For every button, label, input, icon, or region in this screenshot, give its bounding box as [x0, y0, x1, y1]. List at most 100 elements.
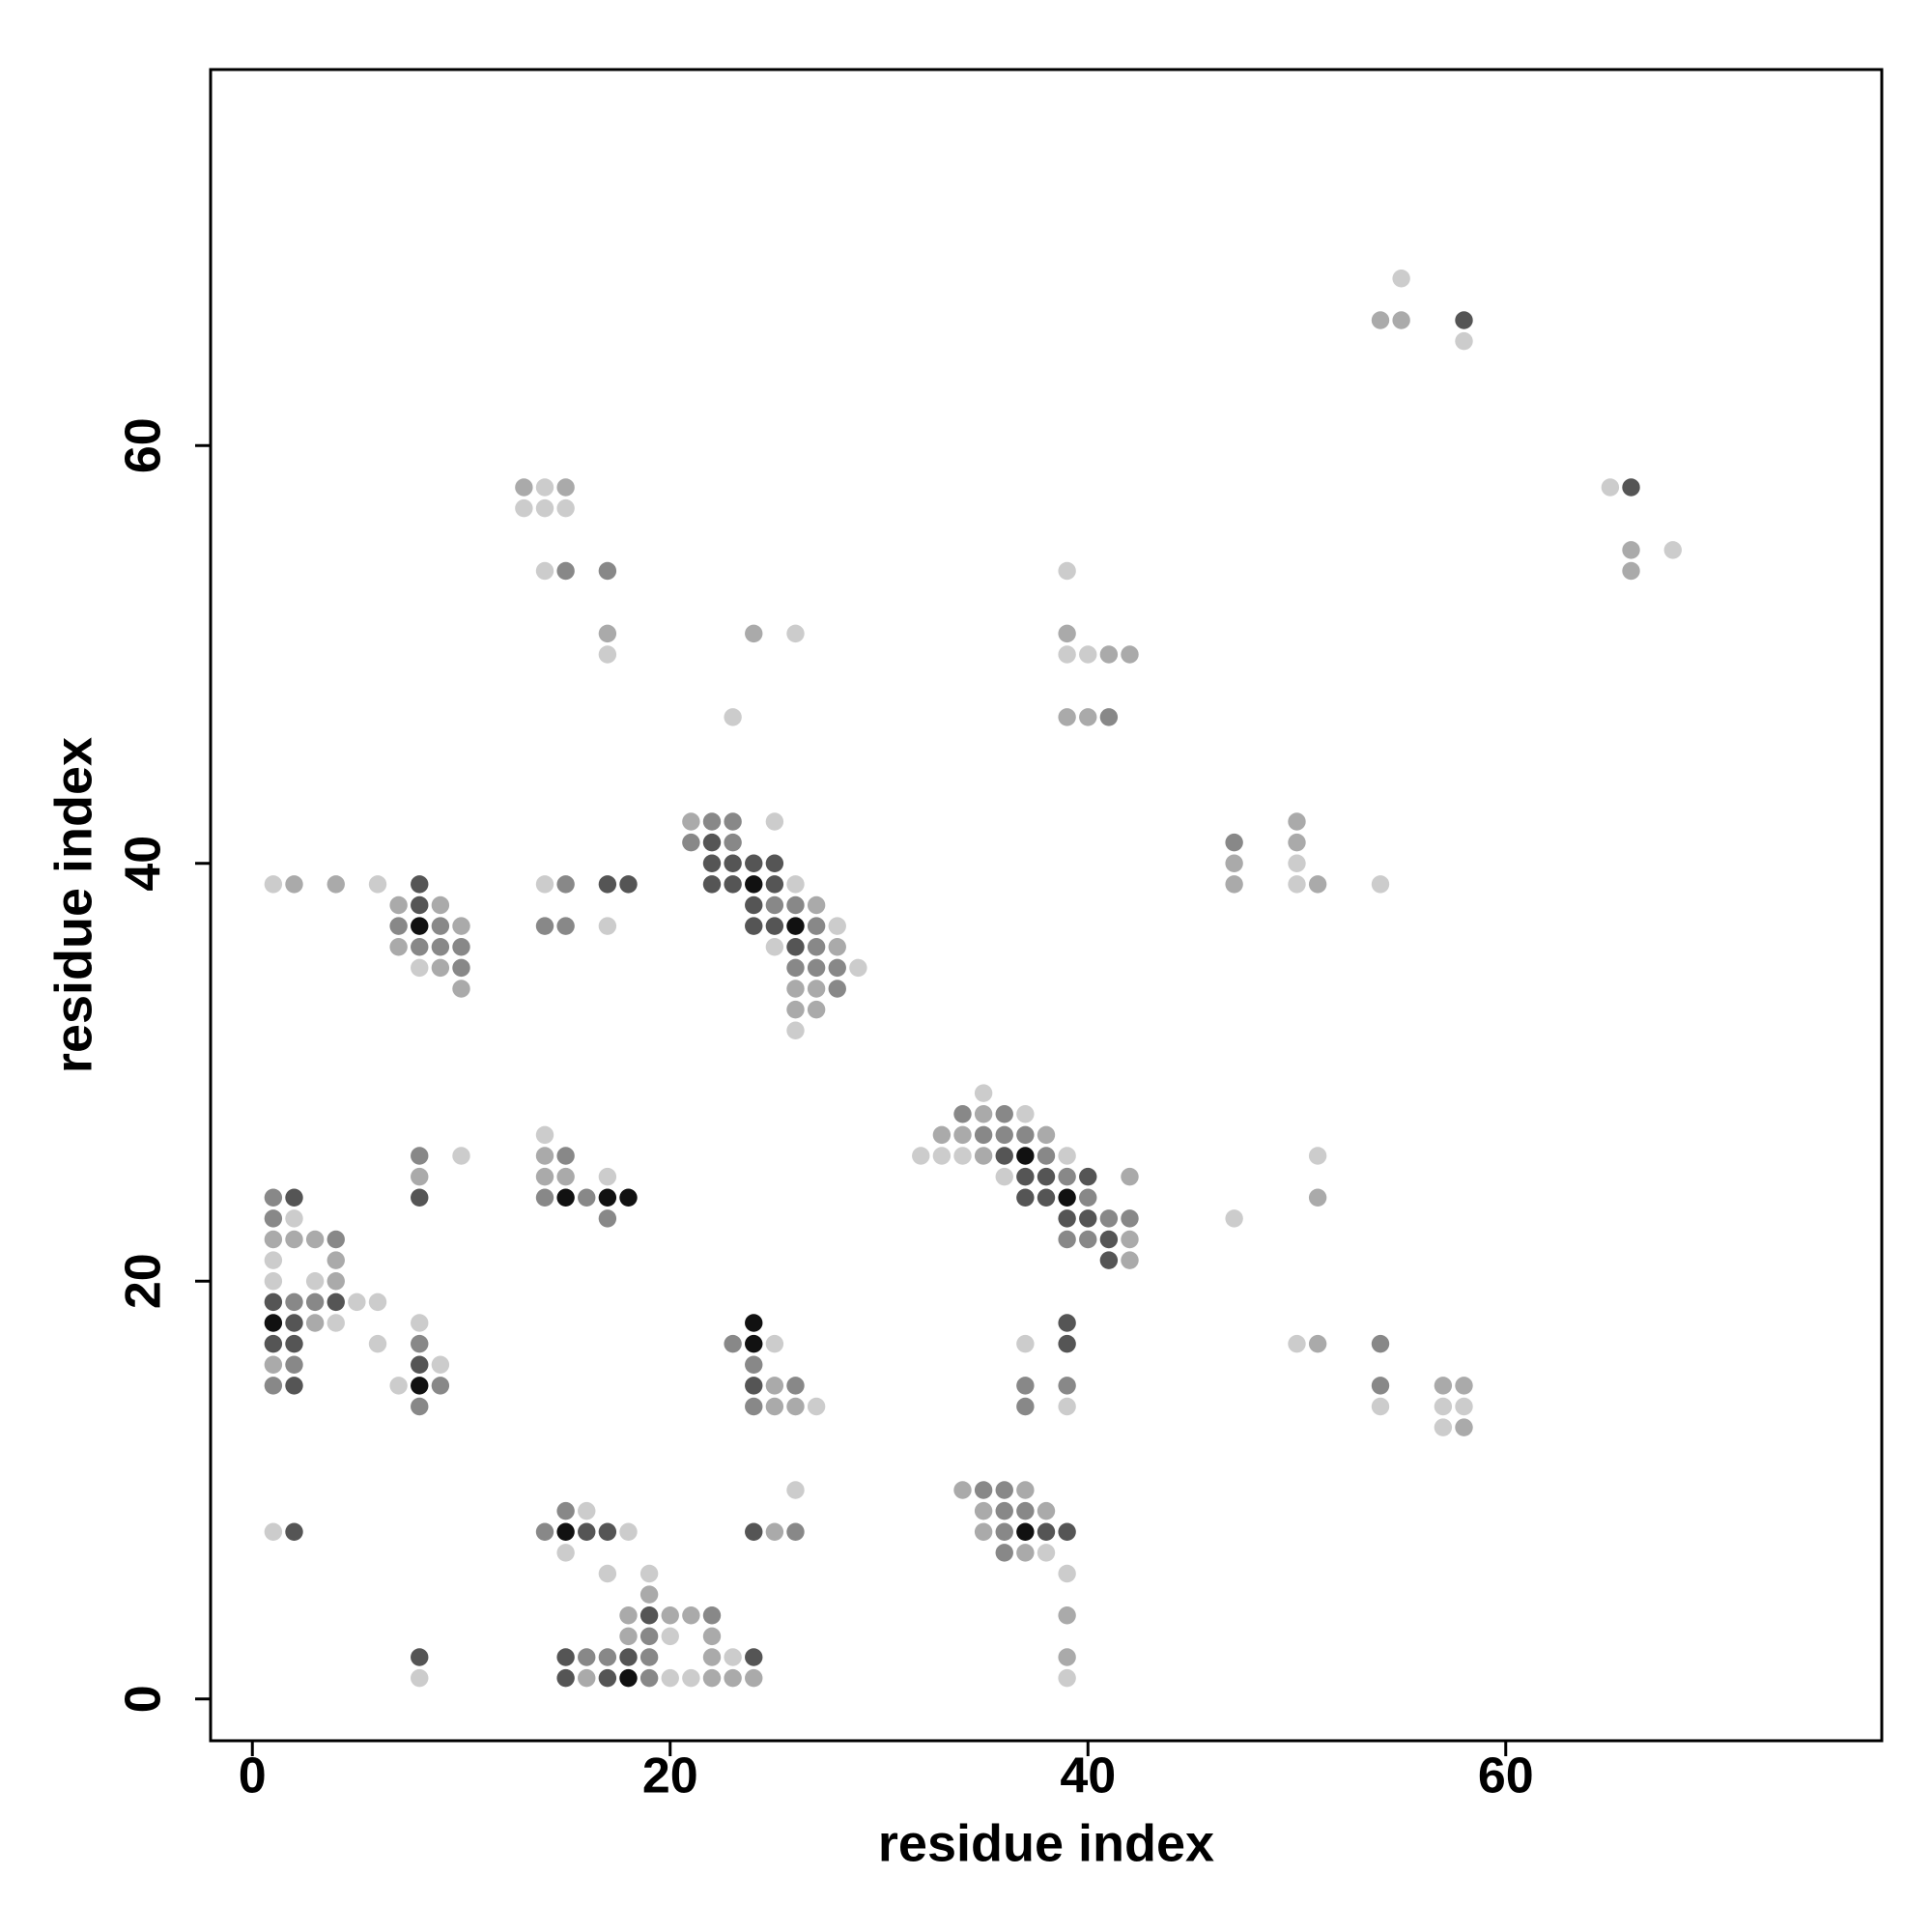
contact-point	[995, 1501, 1013, 1520]
contact-point	[619, 1627, 638, 1646]
contact-point	[411, 875, 429, 894]
contact-point	[745, 895, 763, 915]
contact-point	[974, 1105, 993, 1123]
contact-point	[995, 1544, 1013, 1562]
contact-point	[452, 980, 470, 998]
contact-point	[745, 875, 763, 894]
contact-point	[556, 478, 575, 497]
contact-point	[932, 1147, 952, 1165]
contact-point	[411, 938, 429, 956]
contact-point	[828, 938, 846, 956]
contact-point	[1058, 1230, 1076, 1249]
contact-point	[953, 1125, 972, 1145]
contact-point	[598, 1522, 617, 1541]
contact-point	[745, 1355, 763, 1374]
contact-point	[264, 1293, 283, 1312]
contact-point	[661, 1606, 679, 1625]
contact-point	[702, 1668, 722, 1688]
contact-point	[639, 1564, 659, 1583]
contact-point	[452, 917, 470, 935]
contact-point	[598, 1188, 617, 1207]
contact-point	[1121, 645, 1139, 664]
contact-point	[1455, 1418, 1473, 1436]
contact-point	[535, 1188, 554, 1207]
contact-point	[327, 1230, 345, 1249]
contact-point	[619, 1522, 638, 1541]
contact-point	[1099, 708, 1119, 726]
contact-point	[1392, 270, 1410, 288]
contact-point	[1455, 311, 1473, 329]
contact-point	[828, 958, 846, 978]
contact-point	[702, 812, 722, 831]
contact-point	[578, 1522, 596, 1541]
contact-point	[974, 1084, 993, 1102]
contact-point	[452, 958, 470, 978]
contact-point	[1016, 1481, 1035, 1499]
contact-point	[431, 1377, 450, 1395]
contact-point	[639, 1627, 659, 1646]
contact-point	[327, 875, 345, 894]
contact-point	[1058, 1334, 1076, 1353]
contact-point	[535, 561, 554, 581]
contact-point	[535, 498, 554, 518]
contact-point	[1016, 1522, 1035, 1541]
contact-point	[1037, 1522, 1056, 1541]
contact-point	[745, 1648, 763, 1666]
contact-point	[807, 958, 826, 978]
contact-point	[807, 1397, 826, 1416]
contact-point	[1016, 1544, 1035, 1562]
contact-point	[702, 1648, 722, 1666]
contact-point	[786, 1000, 805, 1019]
contact-point	[745, 1334, 763, 1353]
contact-point	[702, 833, 722, 852]
contact-point	[786, 1377, 805, 1395]
contact-point	[411, 1147, 429, 1165]
contact-point	[598, 1668, 617, 1688]
contact-point	[535, 1125, 554, 1145]
contact-point	[411, 1334, 429, 1353]
contact-point	[1288, 875, 1306, 894]
contact-point	[1308, 875, 1327, 894]
contact-point	[1622, 541, 1640, 559]
contact-point	[285, 1293, 303, 1312]
y-tick-label: 0	[116, 1685, 172, 1713]
contact-point	[535, 1167, 554, 1186]
contact-point	[682, 1668, 700, 1688]
contact-point	[285, 1334, 303, 1353]
contact-point	[619, 1188, 638, 1207]
contact-point	[431, 938, 450, 956]
contact-point	[828, 980, 846, 998]
contact-point	[807, 895, 826, 915]
contact-point	[619, 875, 638, 894]
contact-point	[1099, 1209, 1119, 1228]
contact-point	[639, 1606, 659, 1625]
contact-point	[556, 1167, 575, 1186]
contact-point	[745, 1522, 763, 1541]
contact-point	[411, 1648, 429, 1666]
contact-point	[1099, 645, 1119, 664]
contact-point	[619, 1668, 638, 1688]
contact-point	[264, 875, 283, 894]
contact-point	[1016, 1125, 1035, 1145]
contact-point	[786, 980, 805, 998]
contact-point	[1434, 1397, 1453, 1416]
contact-point	[974, 1125, 993, 1145]
contact-point	[305, 1272, 325, 1291]
contact-point	[702, 875, 722, 894]
contact-point	[786, 938, 805, 956]
contact-point	[264, 1522, 283, 1541]
contact-point	[639, 1585, 659, 1604]
contact-point	[639, 1648, 659, 1666]
contact-point	[1288, 833, 1306, 852]
contact-point	[305, 1293, 325, 1312]
contact-point	[1058, 624, 1076, 643]
contact-point	[702, 1606, 722, 1625]
contact-point	[974, 1501, 993, 1520]
contact-point	[556, 1522, 575, 1541]
contact-point	[1016, 1188, 1035, 1207]
contact-point	[765, 1397, 784, 1416]
contact-point	[1058, 1188, 1076, 1207]
contact-point	[1037, 1544, 1056, 1562]
contact-point	[305, 1230, 325, 1249]
